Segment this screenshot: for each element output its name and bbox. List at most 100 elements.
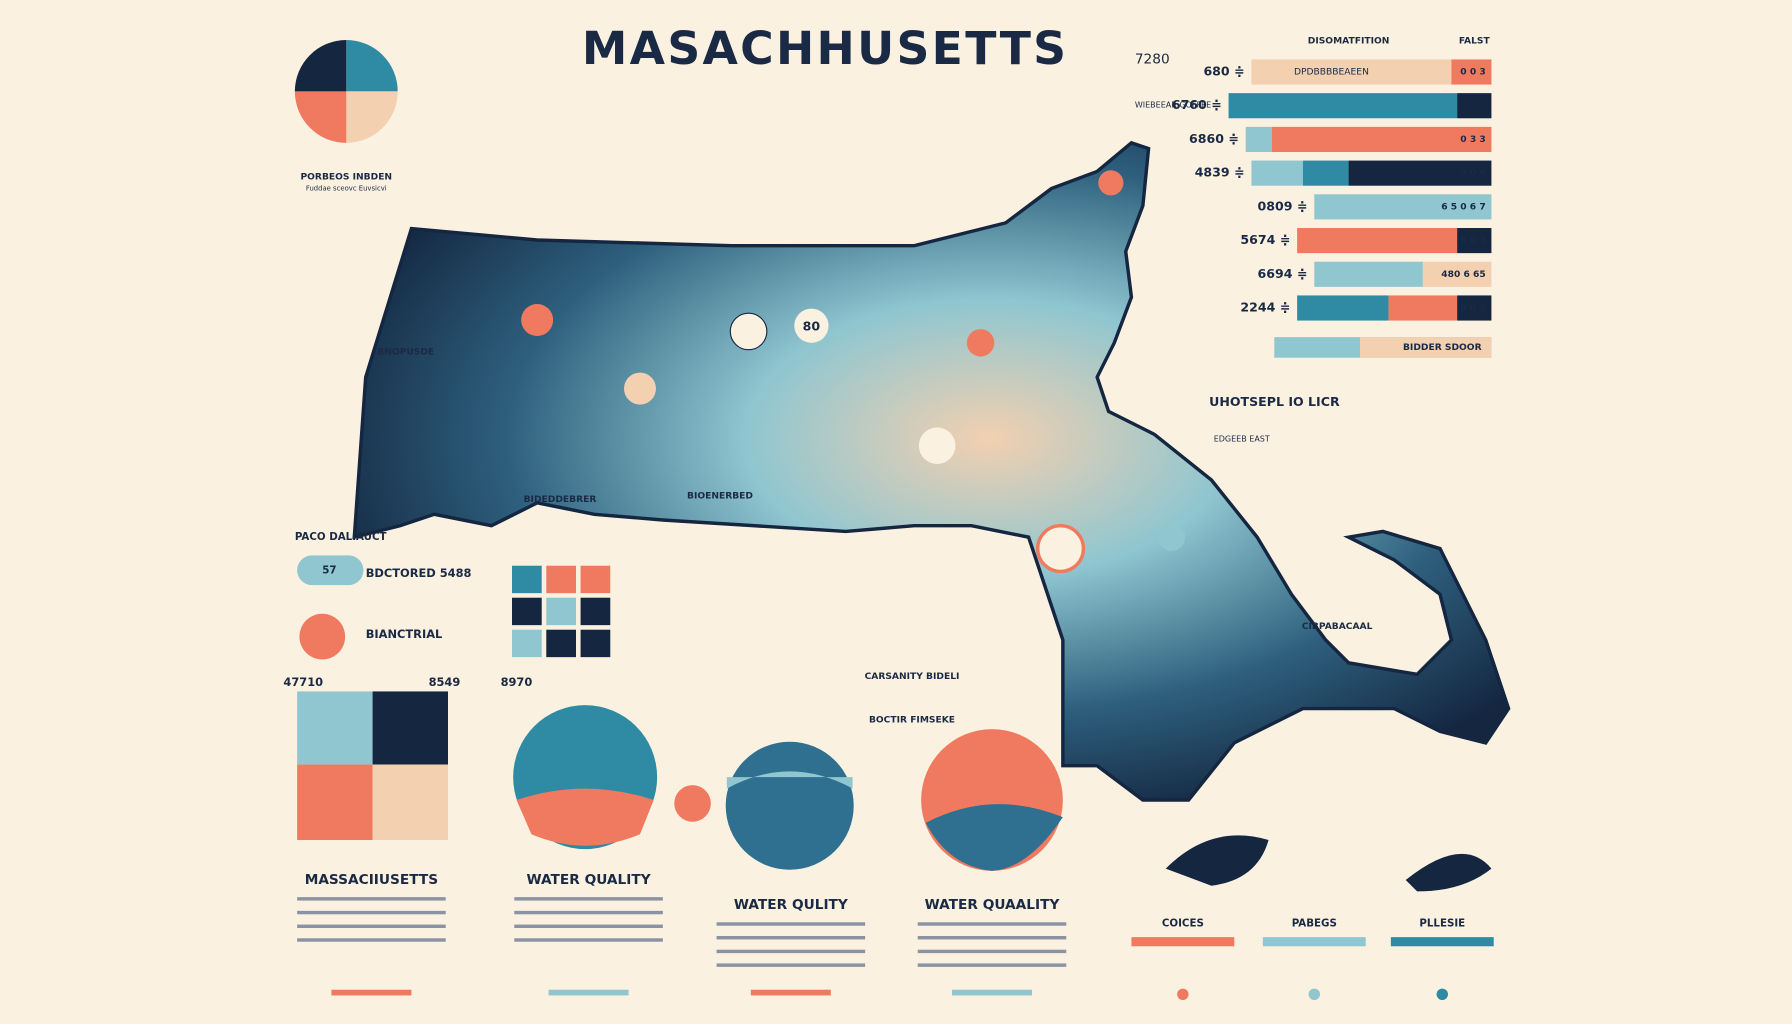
badge-text: 57	[322, 564, 336, 576]
map-number: 80	[803, 318, 821, 333]
bar-segment	[1457, 93, 1492, 119]
legend-dot	[1436, 988, 1448, 1000]
caption: PORBEOS INBDEN	[300, 173, 392, 183]
bar-segment	[1302, 160, 1349, 186]
footer-bar	[331, 989, 412, 996]
pie-top	[294, 40, 398, 143]
bar-panel	[1228, 59, 1492, 358]
map-label: BNOPUSDE	[377, 348, 434, 358]
map-label: CIBPABACAAL	[1302, 622, 1373, 632]
map-label: BOCTIR FIMSEKE	[869, 716, 955, 726]
icon	[299, 613, 346, 660]
row-value: 480 6 65	[1441, 270, 1485, 280]
text-line	[716, 936, 866, 940]
section: PACO DALIAUCT	[295, 531, 387, 543]
bar-segment	[1297, 228, 1458, 254]
legend-dot	[1177, 988, 1189, 1000]
bar-segment	[1360, 337, 1492, 358]
bar-segment	[1228, 93, 1458, 119]
grid-squares	[512, 565, 611, 658]
bar-segment	[1245, 126, 1272, 152]
row-label: 2244 ≑	[1240, 299, 1290, 314]
row-value: 0 0 3	[1460, 236, 1485, 246]
row-label: 6694 ≑	[1258, 266, 1308, 281]
state-shape	[352, 140, 1511, 802]
pie-bottom	[297, 691, 448, 840]
legend-bar	[1390, 937, 1494, 947]
text-line	[514, 897, 663, 901]
map-icon	[918, 427, 956, 464]
text-line	[716, 963, 866, 967]
legend-bar	[1131, 937, 1235, 947]
row-label: 6860 ≑	[1189, 131, 1239, 146]
section-title: WATER QULITY	[734, 897, 849, 913]
panel-header: DISOMATFITION	[1308, 37, 1390, 47]
text-line	[716, 949, 866, 954]
footer-bar	[750, 989, 831, 996]
bar-segment	[1314, 194, 1492, 220]
row-label: 6760 ≑	[1172, 97, 1222, 112]
bar-segment	[1422, 261, 1492, 287]
map-icon	[624, 372, 656, 405]
panel-header: FALST	[1459, 37, 1491, 47]
legend-label: PLLESIE	[1419, 917, 1465, 929]
map-icon	[1157, 523, 1186, 551]
text-line	[297, 897, 446, 901]
caption: WIEBEEAR GOFFEE	[1135, 101, 1211, 110]
text-line	[716, 922, 866, 926]
panel-footer: BIDDER SDOOR	[1403, 343, 1482, 353]
row-label: 4839 ≑	[1195, 165, 1245, 180]
map-icon	[1098, 170, 1124, 196]
map-icon	[521, 304, 554, 336]
bar-segment	[1314, 261, 1423, 287]
bar-segment	[1388, 295, 1458, 321]
section-title: WATER QUAALITY	[925, 897, 1061, 913]
number: 7280	[1135, 51, 1170, 67]
bar-segment	[1348, 160, 1492, 186]
bar-segment	[1251, 59, 1452, 85]
number: 8549	[429, 675, 461, 689]
text-line	[917, 963, 1067, 967]
bar-segment	[1457, 295, 1492, 321]
bar-segment	[1451, 59, 1492, 85]
drop-title: UHOTSEPL IO LICR	[1209, 394, 1340, 409]
bar-segment	[1297, 295, 1389, 321]
footer-bar	[548, 989, 629, 996]
caption: Fuddae sceovc Euvsicvi	[306, 185, 387, 193]
text-line	[514, 910, 663, 915]
item: BDCTORED 5488	[366, 566, 472, 580]
text-line	[917, 949, 1067, 954]
row-value: 6 5 0 6 7	[1441, 202, 1485, 212]
legend-bar	[1262, 937, 1366, 947]
row-value: 0 0 3	[1460, 67, 1485, 77]
circle-illustrations	[513, 705, 1063, 871]
title: MASACHHUSETTS	[582, 22, 1068, 75]
text-line	[514, 924, 663, 928]
text-line	[514, 938, 663, 942]
legend-dot	[1308, 988, 1320, 1000]
row-text: DPDBBBBEAEEN	[1294, 67, 1369, 77]
map-label: BIDEDDEBRER	[524, 495, 597, 505]
legend-label: PABEGS	[1292, 917, 1337, 929]
footer-bar	[952, 989, 1032, 996]
number: 47710	[283, 675, 323, 689]
island	[1165, 835, 1269, 886]
island	[1405, 853, 1492, 892]
bar-segment	[1251, 160, 1303, 186]
number: 8970	[501, 675, 533, 689]
row-label: 680 ≑	[1203, 63, 1244, 78]
row-value: 0 3 3	[1460, 135, 1485, 145]
row-label: 0809 ≑	[1258, 198, 1308, 213]
bar-segment	[1272, 126, 1492, 152]
map-icon	[729, 312, 768, 351]
text-line	[297, 938, 446, 942]
map	[352, 140, 1511, 892]
text-line	[917, 922, 1067, 926]
text-line	[297, 924, 446, 928]
row-value: 0 0 3	[1460, 303, 1485, 313]
bar-segment	[1457, 228, 1492, 254]
legend-label: COICES	[1162, 917, 1204, 929]
row-value: 0 0 4	[1460, 169, 1485, 179]
